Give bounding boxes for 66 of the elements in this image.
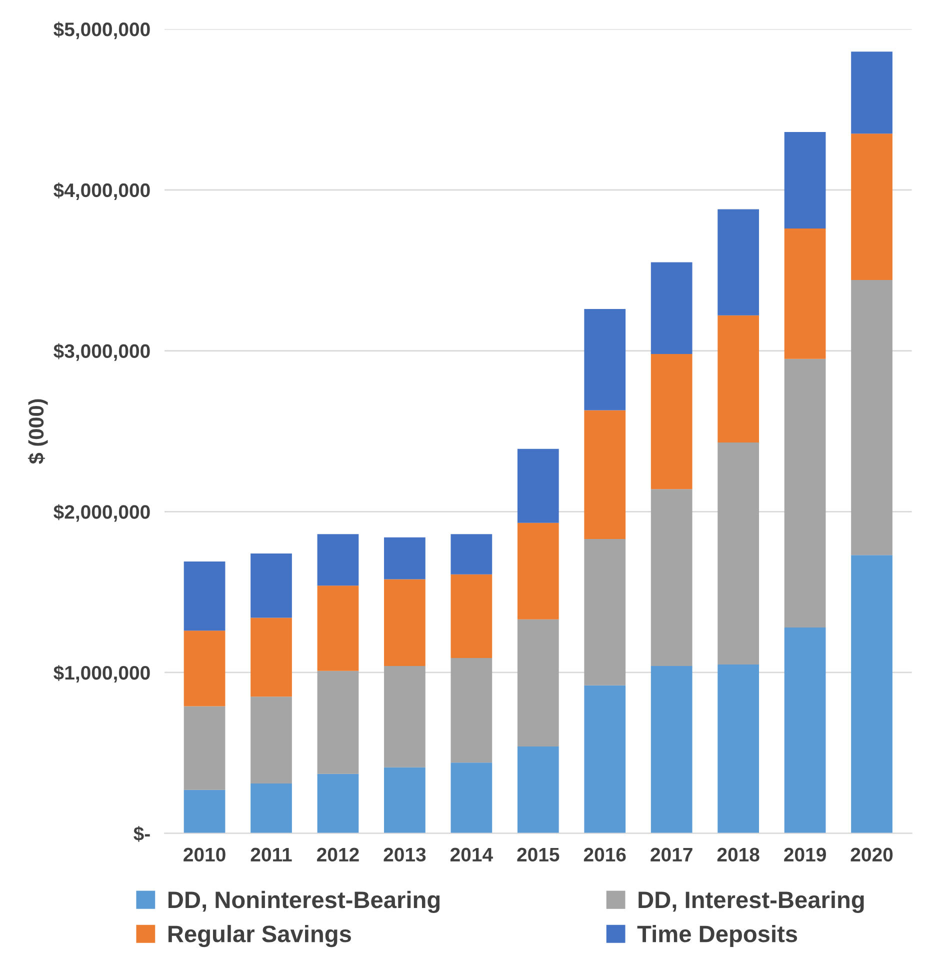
bar [517, 619, 559, 746]
x-tick-label: 2010 [184, 848, 226, 862]
x-tick-label: 2019 [784, 848, 826, 862]
legend-label: DD, Noninterest-Bearing [168, 890, 440, 914]
bar [584, 538, 626, 686]
bar [384, 537, 426, 580]
x-tick-label: 2015 [517, 848, 560, 862]
y-tick-label: $- [134, 826, 150, 842]
x-tick-label: 2020 [850, 848, 893, 862]
x-tick-label: 2016 [584, 848, 626, 862]
bar [250, 783, 292, 834]
y-tick-label: $5,000,000 [54, 22, 150, 40]
bar [784, 132, 826, 229]
bar [384, 666, 426, 768]
bar [450, 534, 492, 574]
bar [650, 354, 692, 490]
bar [718, 209, 760, 316]
bar [317, 774, 359, 834]
y-tick-label: $4,000,000 [54, 182, 150, 200]
y-axis-title: $ (000) [28, 399, 48, 464]
bar [317, 670, 359, 774]
bar [718, 664, 760, 834]
bar [250, 553, 292, 618]
bar [851, 555, 892, 834]
bar [851, 52, 892, 134]
x-tick-label: 2013 [384, 848, 426, 862]
bar [718, 315, 760, 442]
legend-label: Regular Savings [168, 924, 351, 948]
bar [450, 762, 492, 834]
bar [250, 618, 292, 697]
bar [851, 280, 892, 556]
bar [584, 685, 626, 834]
x-tick-label: 2012 [317, 848, 359, 862]
bar [184, 790, 226, 834]
bar [184, 630, 226, 706]
bar [650, 666, 692, 834]
bar [184, 706, 226, 790]
x-tick-label: 2017 [650, 848, 692, 862]
y-tick-label: $1,000,000 [54, 665, 150, 683]
bar [184, 561, 226, 631]
bar [584, 308, 626, 410]
bar [784, 228, 826, 359]
bar [584, 410, 626, 539]
bar [851, 134, 892, 280]
bar [517, 522, 559, 620]
bar [317, 534, 359, 586]
legend-label: DD, Interest-Bearing [638, 890, 864, 914]
bar [650, 262, 692, 354]
y-tick-label: $3,000,000 [54, 343, 150, 361]
bar [450, 574, 492, 658]
y-tick-label: $2,000,000 [54, 504, 150, 522]
x-tick-label: 2011 [250, 848, 292, 862]
bar [784, 627, 826, 834]
bar [317, 586, 359, 671]
bar [384, 579, 426, 666]
bar [250, 696, 292, 784]
bar [784, 358, 826, 628]
bar [450, 658, 492, 763]
bar [718, 442, 760, 664]
x-tick-label: 2014 [450, 848, 493, 862]
legend-label: Time Deposits [637, 924, 798, 947]
bar [650, 489, 692, 666]
x-tick-label: 2018 [717, 848, 760, 862]
bar [517, 746, 559, 834]
bar [384, 767, 426, 834]
bar [517, 448, 559, 523]
